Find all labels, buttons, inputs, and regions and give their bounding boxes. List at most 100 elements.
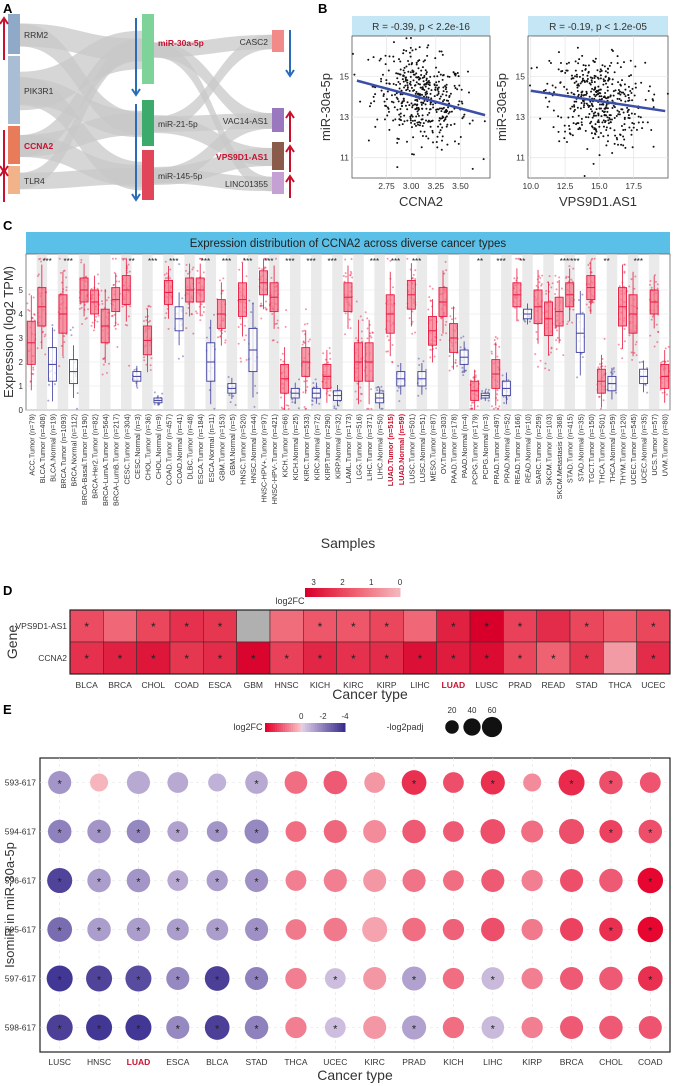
- scatter-point: [413, 73, 416, 76]
- bubble: [363, 819, 387, 844]
- scatter-point: [414, 108, 417, 111]
- scatter-point: [594, 133, 597, 136]
- scatter-point: [603, 114, 606, 117]
- box-point: [580, 352, 583, 355]
- scatter-point: [414, 84, 417, 87]
- box-point: [201, 314, 204, 317]
- box-point: [439, 316, 442, 319]
- box-point: [87, 308, 90, 311]
- x-tick-label: UCEC: [641, 680, 665, 690]
- scatter-point: [353, 73, 356, 76]
- box-point: [371, 331, 374, 334]
- scatter-point: [577, 122, 580, 125]
- scatter-point: [601, 110, 604, 113]
- scatter-point: [618, 98, 621, 101]
- scatter-point: [395, 83, 398, 86]
- x-tick-label: CESC.Tumor (n=304): [122, 414, 131, 485]
- scatter-point: [606, 107, 609, 110]
- box-point: [571, 321, 574, 324]
- scatter-point: [449, 92, 452, 95]
- scatter-point: [424, 119, 427, 122]
- box-point: [143, 356, 146, 359]
- stripe: [184, 254, 195, 410]
- scatter-point: [456, 72, 459, 75]
- box-point: [454, 317, 457, 320]
- y-tick-label: 0: [19, 406, 24, 415]
- box-point: [391, 361, 394, 364]
- box-point: [124, 323, 127, 326]
- box-point: [369, 332, 372, 335]
- box-point: [591, 257, 594, 260]
- x-tick-label: PRAD.Tumor (n=497): [492, 414, 501, 485]
- box-point: [490, 352, 493, 355]
- scatter-point: [399, 68, 402, 71]
- box-point: [612, 368, 615, 371]
- box-point: [537, 365, 540, 368]
- x-tick-label: PRAD.Normal (n=52): [502, 414, 511, 483]
- legend-tick: -2: [320, 712, 328, 721]
- scatter-point: [427, 137, 430, 140]
- significance-mark: *: [484, 652, 489, 666]
- box-point: [515, 257, 518, 260]
- scatter-point: [575, 123, 578, 126]
- box-point: [371, 331, 374, 334]
- box-point: [474, 374, 477, 377]
- heatmap-cell: [469, 609, 504, 643]
- scatter-point: [599, 68, 602, 71]
- scatter-point: [623, 93, 626, 96]
- box-point: [51, 324, 54, 327]
- box-point: [239, 317, 242, 320]
- y-tick-label: 15: [340, 72, 350, 82]
- scatter-point: [367, 58, 370, 61]
- significance-mark: *: [215, 877, 220, 889]
- box-point: [601, 357, 604, 360]
- box-point: [377, 385, 380, 388]
- box-point: [287, 404, 290, 407]
- sankey-node-left: [8, 14, 20, 54]
- legend-gradient-step: [319, 588, 323, 597]
- box-point: [81, 323, 84, 326]
- box-point: [370, 407, 373, 410]
- scatter-point: [578, 58, 581, 61]
- scatter-point: [609, 94, 612, 97]
- stripe: [416, 254, 428, 410]
- x-tick-label: KIRP: [522, 1057, 542, 1067]
- scatter-point: [420, 118, 423, 121]
- scatter-point: [446, 143, 449, 146]
- scatter-point: [594, 57, 597, 60]
- significance-mark: *: [609, 779, 614, 791]
- scatter-point: [388, 82, 391, 85]
- scatter-point: [437, 71, 440, 74]
- panel-label-b: B: [318, 1, 327, 16]
- scatter-point: [641, 127, 644, 130]
- legend-gradient-step: [324, 588, 327, 597]
- box-point: [387, 350, 390, 353]
- significance-mark: *: [412, 779, 417, 791]
- scatter-point: [438, 50, 441, 53]
- scatter-point: [617, 81, 620, 84]
- heatmap-cell: [269, 641, 304, 675]
- scatter-point: [410, 126, 413, 129]
- box-point: [92, 329, 95, 332]
- scatter-point: [582, 106, 585, 109]
- scatter-point: [396, 72, 399, 75]
- significance-mark: *: [97, 975, 102, 987]
- scatter-point: [446, 123, 449, 126]
- significance-mark: *: [451, 652, 456, 666]
- scatter-point: [615, 115, 618, 118]
- legend-gradient-step: [366, 588, 370, 597]
- scatter-point: [425, 71, 428, 74]
- scatter-point: [621, 79, 624, 82]
- scatter-point: [611, 83, 614, 86]
- significance-mark: *: [176, 975, 181, 987]
- box-point: [361, 319, 364, 322]
- x-tick-label: 3.25: [428, 181, 445, 191]
- scatter-point: [612, 90, 615, 93]
- legend-gradient-step: [309, 723, 312, 732]
- box-point: [277, 326, 280, 329]
- legend-gradient-step: [352, 588, 356, 597]
- scatter-point: [602, 135, 605, 138]
- scatter-point: [359, 100, 362, 103]
- bubble: [521, 1016, 543, 1039]
- box-point: [79, 302, 82, 305]
